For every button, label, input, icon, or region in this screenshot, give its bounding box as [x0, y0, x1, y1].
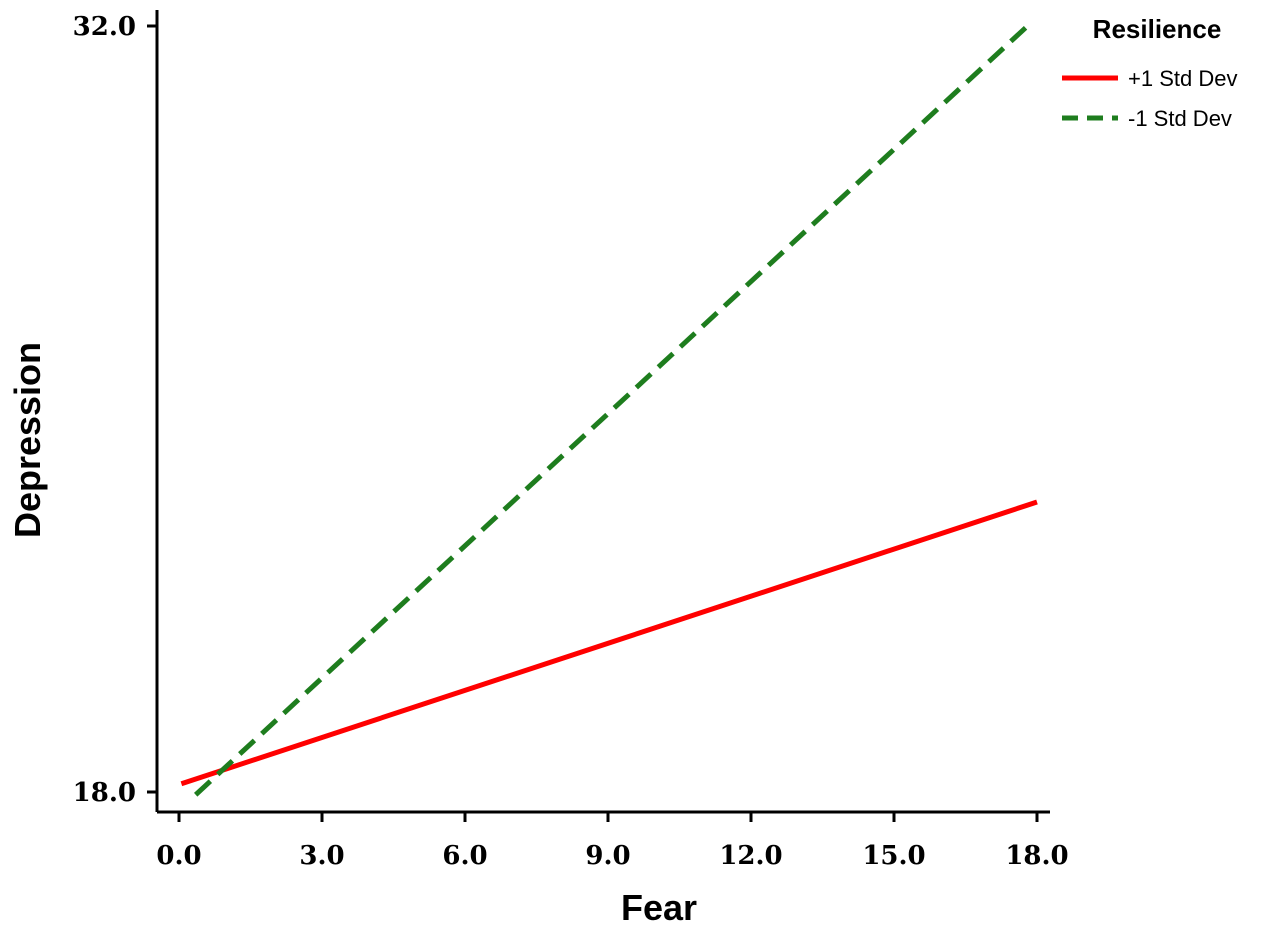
x-tick-label: 0.0: [156, 841, 201, 871]
y-tick-label: 32.0: [73, 12, 136, 42]
y-tick-label: 18.0: [73, 778, 136, 808]
series-line-2: [193, 24, 1030, 797]
legend: Resilience +1 Std Dev -1 Std Dev: [1062, 14, 1237, 131]
axes: [155, 10, 1050, 814]
series-line-1: [180, 499, 1038, 787]
x-tick-label: 12.0: [719, 841, 782, 871]
legend-title: Resilience: [1093, 14, 1222, 44]
legend-label: +1 Std Dev: [1128, 66, 1237, 91]
series-layer: [180, 24, 1038, 797]
x-tick-label: 15.0: [862, 841, 925, 871]
y-ticks: 18.0 32.0: [73, 12, 157, 808]
x-tick-label: 3.0: [299, 841, 344, 871]
x-tick-label: 18.0: [1005, 841, 1068, 871]
legend-label: -1 Std Dev: [1128, 106, 1232, 131]
y-axis-title: Depression: [7, 342, 48, 538]
legend-items: +1 Std Dev -1 Std Dev: [1062, 66, 1237, 131]
x-tick-label: 9.0: [585, 841, 630, 871]
x-ticks: 0.0 3.0 6.0 9.0 12.0 15.0 18.0: [156, 812, 1069, 871]
x-axis-title: Fear: [621, 887, 697, 928]
x-tick-label: 6.0: [442, 841, 487, 871]
